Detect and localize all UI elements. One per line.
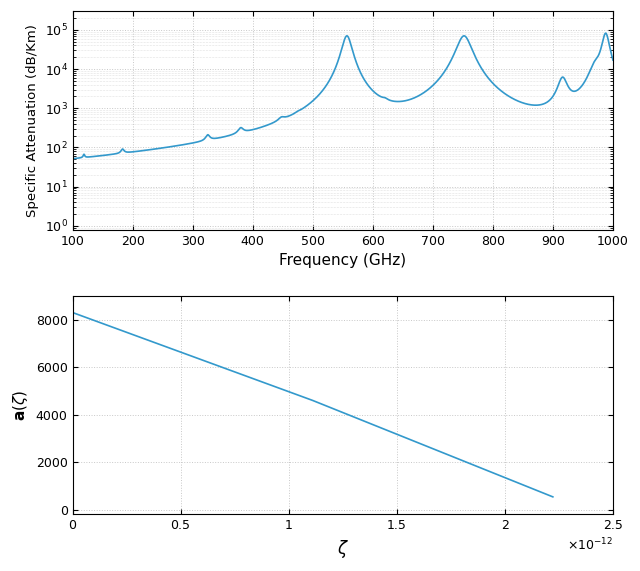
X-axis label: $\zeta$: $\zeta$	[337, 538, 349, 560]
Y-axis label: $\mathbf{a}(\zeta)$: $\mathbf{a}(\zeta)$	[11, 389, 30, 421]
Y-axis label: Specific Attenuation (dB/Km): Specific Attenuation (dB/Km)	[26, 24, 39, 217]
X-axis label: Frequency (GHz): Frequency (GHz)	[279, 253, 406, 268]
Text: $\times10^{-12}$: $\times10^{-12}$	[567, 536, 613, 553]
